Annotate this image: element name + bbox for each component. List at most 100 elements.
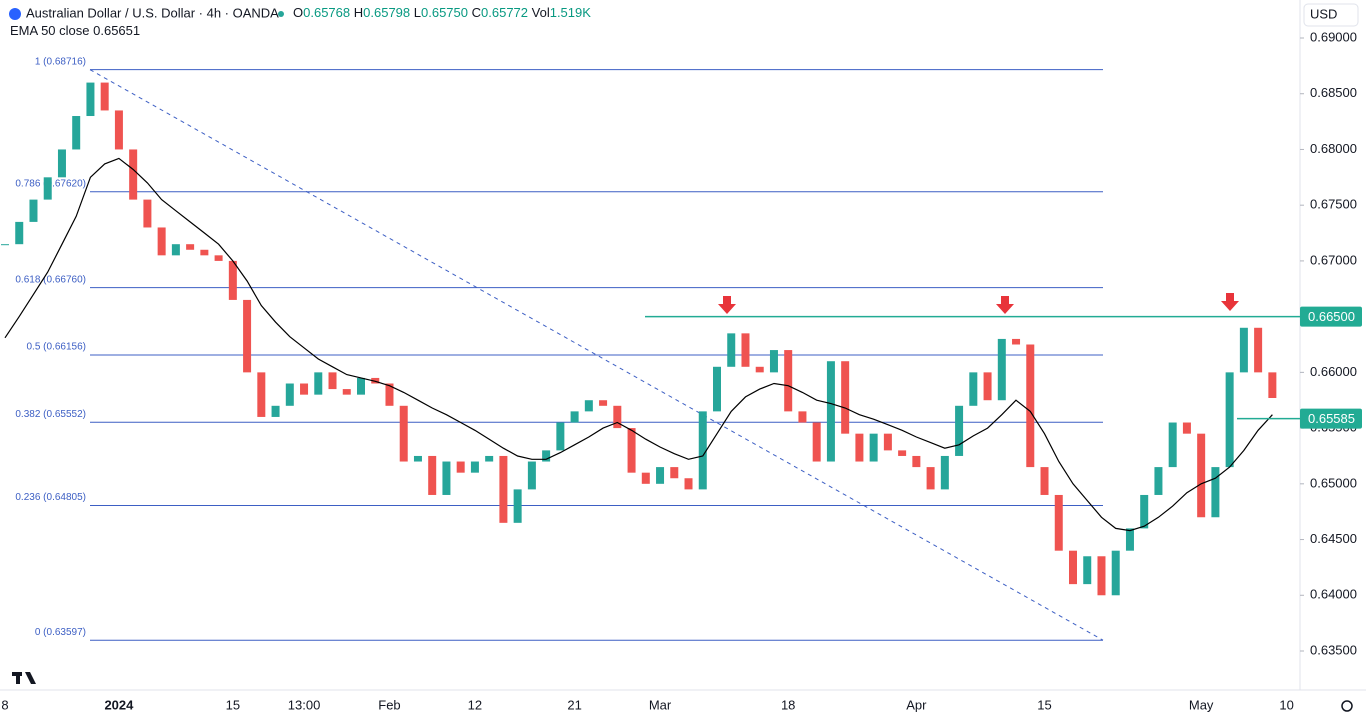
candle — [186, 244, 195, 250]
candle — [1083, 556, 1092, 585]
candle — [271, 405, 280, 417]
y-tick-label: 0.67500 — [1310, 197, 1357, 212]
candle — [883, 433, 892, 451]
candle — [584, 400, 593, 412]
y-tick-label: 0.66000 — [1310, 364, 1357, 379]
candle — [1097, 556, 1106, 596]
tv-logo — [12, 672, 36, 684]
ema-line — [4, 157, 1273, 532]
currency-button[interactable] — [1303, 3, 1359, 27]
candle — [228, 260, 237, 300]
candle — [513, 489, 522, 523]
candle — [570, 411, 579, 423]
x-tick-label: 2024 — [104, 697, 134, 712]
y-tick-label: 0.64500 — [1310, 531, 1357, 546]
candle — [912, 455, 921, 468]
candle — [1040, 467, 1049, 495]
candle — [1111, 550, 1120, 596]
candle — [86, 82, 95, 117]
y-tick-label: 0.63500 — [1310, 642, 1357, 657]
ohlc-label: H — [354, 5, 363, 20]
candle — [114, 110, 123, 150]
candle — [456, 461, 465, 473]
ohlc-label: Vol — [532, 5, 550, 20]
x-tick-label: 8 — [1, 697, 8, 712]
candle — [1054, 494, 1063, 551]
candle — [784, 350, 793, 412]
trend-line — [89, 69, 1104, 641]
candle — [1069, 550, 1077, 585]
candle — [926, 467, 935, 490]
y-tick-label: 0.64000 — [1310, 587, 1357, 602]
indicator: EMA 50 close 0.65651 — [10, 23, 140, 38]
candle — [200, 249, 209, 256]
candle — [1211, 467, 1220, 518]
fib-label: 0.618 (0.66760) — [15, 274, 86, 285]
fib-label: 1 (0.68716) — [35, 56, 86, 67]
candle — [1182, 422, 1191, 434]
candle — [983, 372, 992, 401]
candle — [171, 244, 180, 256]
candle — [1225, 372, 1234, 468]
candle — [613, 405, 622, 429]
candle — [413, 455, 422, 462]
candle — [314, 372, 323, 395]
candle — [43, 177, 52, 200]
arrows — [718, 293, 1239, 314]
candle — [556, 422, 565, 451]
status-dot — [278, 11, 284, 17]
ohlc-value: 0.65772 — [481, 5, 528, 20]
candle — [357, 377, 365, 395]
ohlc-value: 0.65798 — [363, 5, 410, 20]
candle — [997, 338, 1006, 401]
candle — [698, 411, 707, 490]
x-tick-label: 15 — [226, 697, 240, 712]
candle — [300, 383, 309, 395]
currency[interactable]: USD — [1310, 6, 1337, 21]
settings-button[interactable] — [1341, 700, 1353, 712]
y-tick-label: 0.68500 — [1310, 85, 1357, 100]
candle — [1239, 327, 1248, 373]
candle — [1026, 344, 1035, 468]
candle — [1154, 467, 1163, 495]
candle — [599, 400, 608, 406]
x-tick-label: 13:00 — [288, 697, 321, 712]
candle — [1268, 372, 1277, 398]
candle — [285, 383, 294, 406]
candle — [542, 450, 551, 462]
candle — [257, 372, 266, 417]
ohlc-label: C — [472, 5, 481, 20]
indicator-value: 0.65651 — [93, 23, 140, 38]
candle — [741, 333, 750, 367]
x-tick-label: Mar — [649, 697, 672, 712]
symbol-icon — [9, 8, 21, 20]
fib-label: 0.382 (0.65552) — [15, 409, 86, 420]
x-tick-label: 10 — [1279, 697, 1293, 712]
support-label: 0.65585 — [1308, 411, 1355, 426]
candle — [1012, 338, 1021, 345]
x-tick-label: Apr — [906, 697, 927, 712]
logo-part — [25, 672, 36, 684]
x-tick-label: 21 — [567, 697, 581, 712]
ohlc-value: 0.65768 — [303, 5, 350, 20]
candle — [100, 82, 109, 111]
fib-label: 0.236 (0.64805) — [15, 492, 86, 503]
candle — [713, 366, 721, 412]
candle — [826, 361, 835, 462]
resistance-label: 0.66500 — [1308, 309, 1355, 324]
candle — [129, 149, 138, 200]
candle — [684, 478, 693, 490]
candle — [1197, 433, 1206, 518]
ohlc-label: O — [293, 5, 303, 20]
x-tick-label: May — [1189, 697, 1214, 712]
y-tick-label: 0.69000 — [1310, 29, 1357, 44]
candle — [243, 299, 252, 373]
candle — [527, 461, 536, 490]
arrow — [1221, 293, 1239, 311]
ohlc-label: L — [414, 5, 421, 20]
candle — [1140, 494, 1149, 529]
x-tick-label: 18 — [781, 697, 795, 712]
ohlc-value: 1.519K — [550, 5, 592, 20]
fib-label: 0 (0.63597) — [35, 627, 86, 638]
